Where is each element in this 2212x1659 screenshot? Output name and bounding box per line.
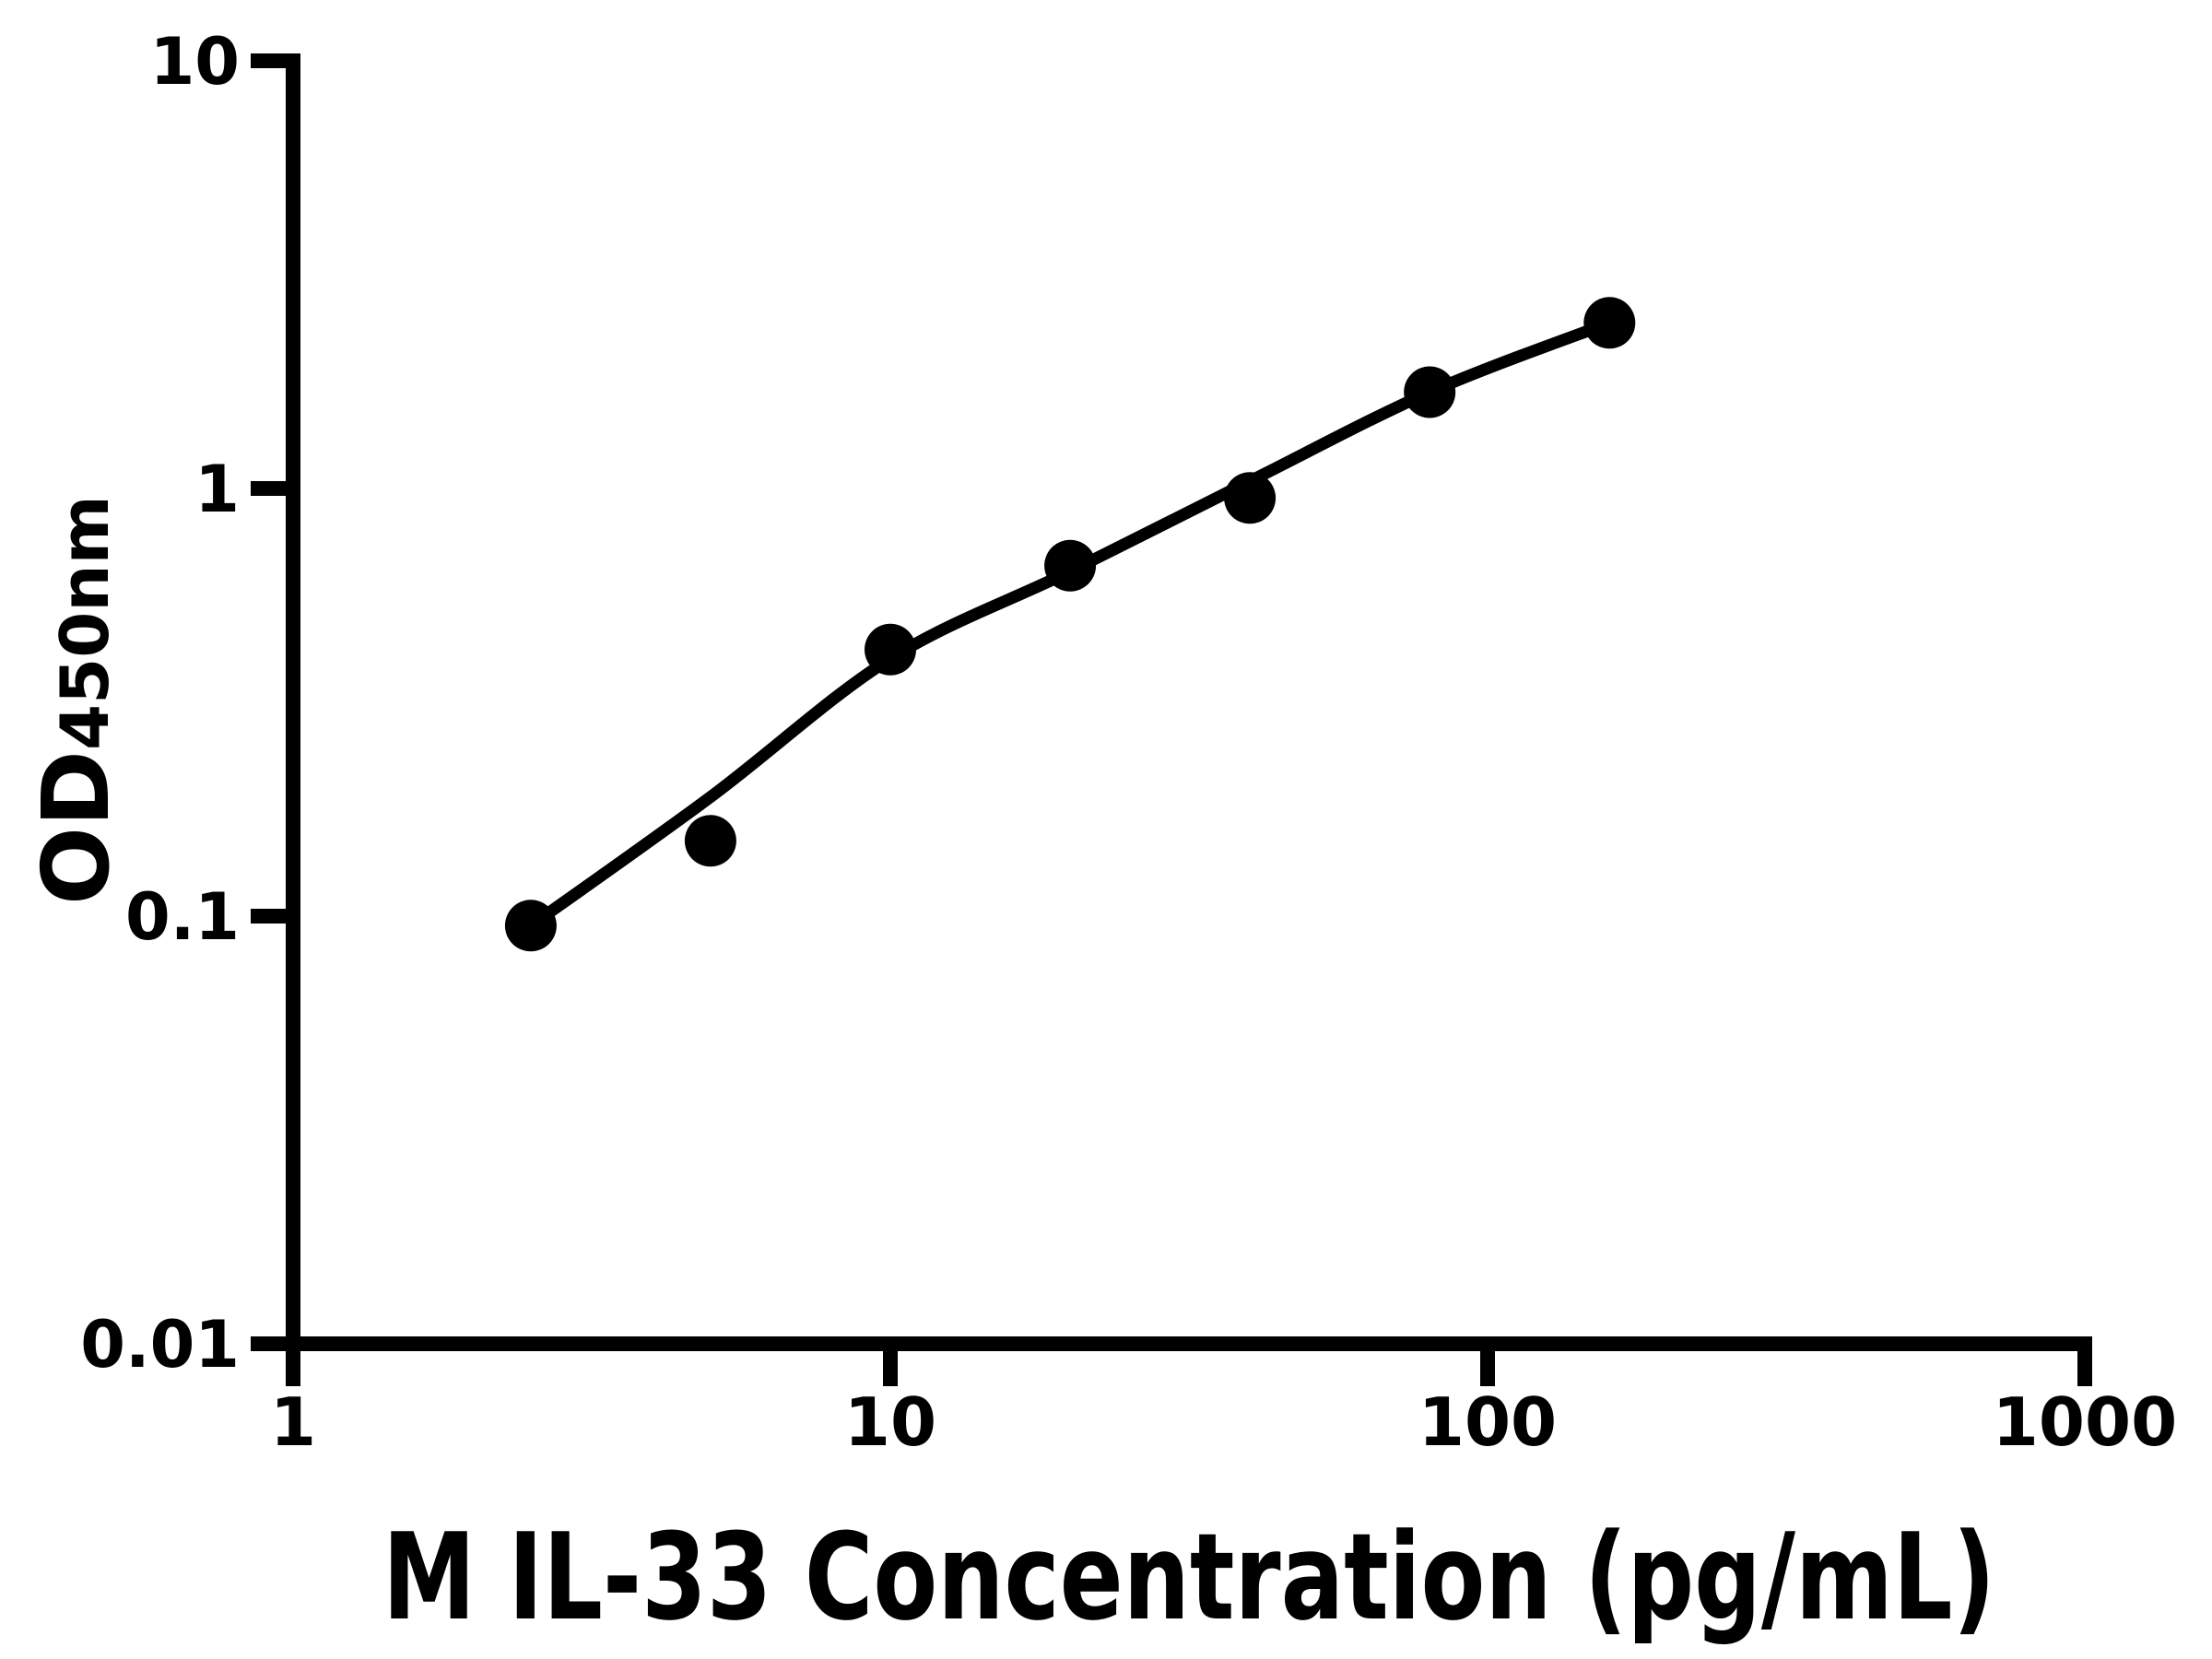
x-axis-title: M IL-33 Concentration (pg/mL) bbox=[382, 1507, 1995, 1647]
y-tick-label: 10 bbox=[150, 24, 240, 100]
x-tick-label: 10 bbox=[844, 1383, 936, 1461]
y-tick-label: 1 bbox=[194, 452, 240, 527]
axis-frame bbox=[251, 53, 2092, 1386]
data-point bbox=[1583, 297, 1636, 349]
data-point bbox=[1044, 539, 1097, 592]
data-point bbox=[1224, 472, 1277, 524]
y-axis-title: OD450nm bbox=[22, 495, 130, 905]
data-point bbox=[504, 900, 557, 952]
y-axis-title-main: OD bbox=[22, 750, 130, 905]
x-tick-label: 1 bbox=[270, 1383, 316, 1461]
y-axis-title-subscript: 450nm bbox=[46, 495, 124, 750]
y-tick-label: 0.01 bbox=[80, 1307, 240, 1382]
tick-layer bbox=[251, 53, 2092, 1386]
x-tick-label: 1000 bbox=[1993, 1383, 2177, 1461]
axes-layer bbox=[251, 53, 2092, 1386]
y-tick-label: 0.1 bbox=[125, 879, 240, 955]
data-point bbox=[1404, 366, 1456, 418]
tick-label-layer: 10 1 0.1 0.01 1 10 100 1000 bbox=[80, 24, 2177, 1461]
data-point bbox=[865, 623, 916, 676]
point-layer bbox=[504, 297, 1636, 952]
data-point bbox=[684, 815, 736, 867]
x-tick-label: 100 bbox=[1418, 1383, 1557, 1461]
